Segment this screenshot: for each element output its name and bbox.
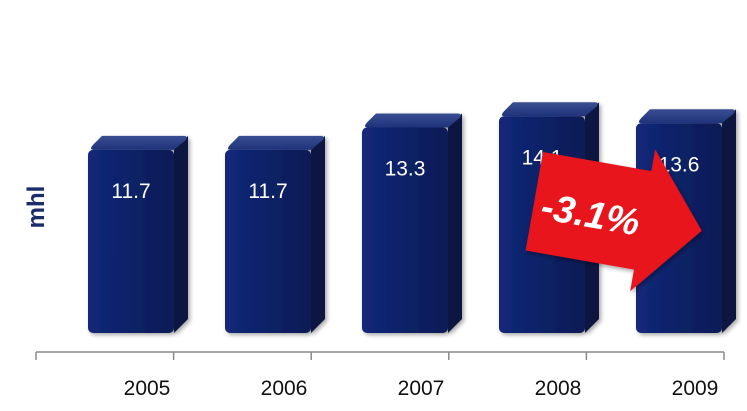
x-tick-label-2008: 2008 [535,377,582,400]
bar-front-2007 [362,127,448,333]
x-tick-label-2005: 2005 [124,377,171,400]
bar-top-2008 [502,102,598,117]
bar-2005 [88,135,188,333]
x-tick-label-2007: 2007 [398,377,445,400]
y-axis-label: mhl [23,186,50,229]
x-ticks-group [35,352,725,360]
bar-side-2006 [311,135,325,333]
bar-top-2006 [228,135,324,150]
red-arrow-shape [525,149,702,292]
bar-top-2007 [365,113,461,128]
value-label-2007: 13.3 [385,158,426,181]
bar-front-2005 [88,149,174,333]
change-annotation: -3.1% [525,149,702,292]
bar-2007 [362,113,462,333]
bar-top-2009 [639,109,735,124]
bars-group [88,102,736,333]
bar-side-2005 [174,135,188,333]
value-label-2005: 11.7 [111,180,150,203]
x-tick-label-2009: 2009 [672,377,719,400]
value-label-2006: 11.7 [248,180,287,203]
bar-side-2007 [448,113,462,333]
x-tick-labels-group: 2005 2006 2007 2008 2009 [124,377,719,400]
bar-front-2006 [225,149,311,333]
x-tick-label-2006: 2006 [261,377,308,400]
bar-2006 [225,135,325,333]
value-label-2009: 13.6 [659,153,700,176]
bar-side-2009 [722,109,736,333]
bar-top-2005 [91,135,187,150]
